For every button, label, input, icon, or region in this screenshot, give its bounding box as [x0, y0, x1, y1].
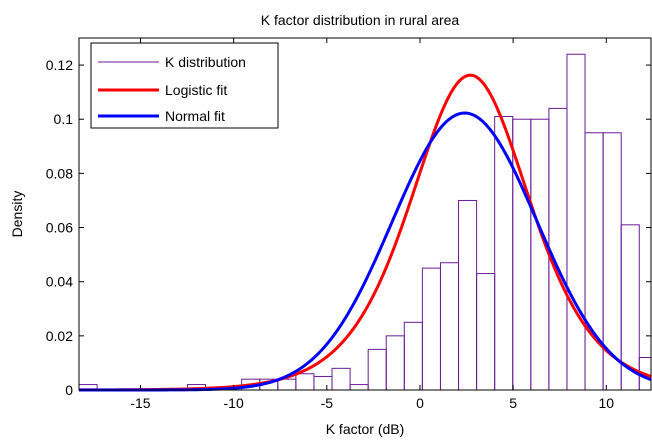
legend-label-normal-fit: Normal fit — [165, 108, 225, 124]
legend-box — [90, 42, 279, 129]
x-tick-label: -10 — [224, 395, 244, 411]
x-axis: -15 -10 -5 0 5 10 — [130, 38, 614, 411]
y-axis: 0 0.02 0.04 0.06 0.08 0.1 0.12 — [46, 57, 651, 398]
y-tick-label: 0.08 — [46, 165, 73, 181]
y-tick-label: 0.06 — [46, 220, 73, 236]
x-tick-label: -15 — [130, 395, 150, 411]
plot-area: -15 -10 -5 0 5 10 0 0.02 0.04 0.06 0.08 0.1 0.12 — [46, 37, 652, 411]
plot-frame — [78, 37, 652, 391]
y-tick-label: 0.12 — [46, 57, 73, 73]
y-tick-label: 0.1 — [54, 111, 74, 127]
y-tick-label: 0.04 — [46, 274, 73, 290]
x-axis-label: K factor (dB) — [326, 421, 405, 437]
x-tick-label: 10 — [598, 395, 614, 411]
y-axis-label: Density — [9, 191, 25, 238]
y-tick-label: 0.02 — [46, 328, 73, 344]
x-tick-label: -5 — [321, 395, 334, 411]
legend-label-logistic-fit: Logistic fit — [165, 82, 227, 98]
x-tick-label: 0 — [416, 395, 424, 411]
legend: K distribution Logistic fit Normal fit — [90, 42, 279, 129]
chart-title: K factor distribution in rural area — [261, 12, 460, 28]
y-tick-label: 0 — [65, 382, 73, 398]
x-tick-label: 5 — [509, 395, 517, 411]
legend-label-k-distribution: K distribution — [165, 54, 246, 70]
